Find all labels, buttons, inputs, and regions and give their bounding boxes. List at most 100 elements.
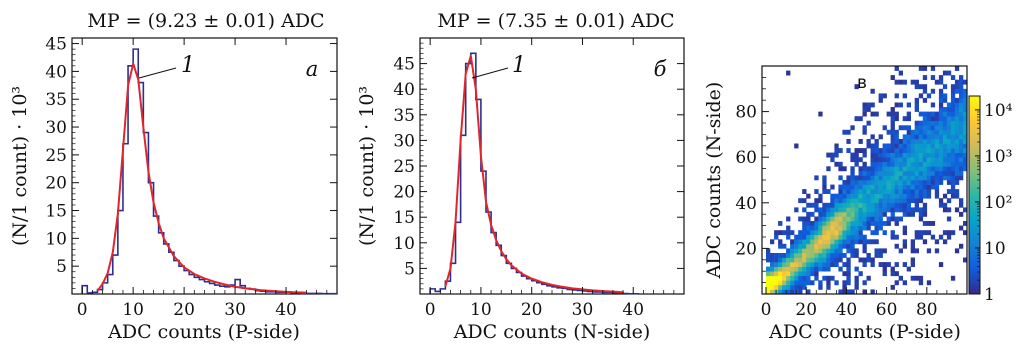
heatmap-cell (786, 216, 791, 222)
heatmap-cell (914, 102, 919, 108)
heatmap-cell (810, 211, 815, 217)
heatmap-cell (922, 202, 928, 208)
heatmap-cell (794, 248, 799, 254)
heatmap-cell (834, 193, 839, 199)
heatmap-cell (790, 262, 795, 267)
heatmap-cell (894, 139, 899, 144)
heatmap-cell (822, 216, 827, 222)
y-tick-label: 20 (45, 174, 67, 194)
heatmap-cell (778, 284, 783, 290)
heatmap-cell (946, 234, 952, 240)
heatmap-cell (794, 275, 799, 281)
heatmap-cell (826, 239, 831, 245)
heatmap-cell (834, 221, 839, 226)
heatmap-cell (926, 93, 932, 99)
heatmap-cell (882, 221, 887, 226)
heatmap-cell (810, 239, 815, 245)
heatmap-cell (914, 107, 919, 112)
heatmap-cell (830, 152, 835, 158)
x-tick-label: 60 (876, 300, 898, 320)
heatmap-cell (862, 211, 867, 217)
heatmap-cell (914, 161, 919, 167)
heatmap-cell (846, 148, 851, 153)
panel-a: MP = (9.23 ± 0.01) ADC 0 10 20 30 40 5 10 15 20 2… (9, 10, 338, 343)
heatmap-cell (838, 289, 843, 294)
heatmap-cell (814, 225, 819, 231)
heatmap-cell (802, 230, 807, 236)
heatmap-cell (874, 139, 879, 144)
heatmap-cell (930, 116, 936, 122)
heatmap-cell (830, 157, 835, 163)
heatmap-cell (818, 207, 823, 213)
heatmap-cell (822, 239, 827, 245)
heatmap-cell (854, 116, 859, 122)
heatmap-cell (834, 230, 839, 236)
heatmap-cell (818, 284, 823, 290)
heatmap-cell (810, 271, 815, 277)
heatmap-cell (886, 184, 891, 190)
heatmap-cell (878, 193, 883, 199)
heatmap-cell (774, 271, 779, 277)
heatmap-cell (814, 189, 819, 194)
panel-b-annotation-leader (471, 67, 509, 79)
heatmap-cell (934, 116, 940, 122)
heatmap-cell (963, 166, 967, 172)
heatmap-cell (770, 280, 775, 286)
heatmap-cell (890, 120, 895, 126)
heatmap-cell (918, 198, 924, 204)
heatmap-cell (814, 202, 819, 208)
heatmap-cell (882, 193, 887, 199)
heatmap-cell (806, 257, 811, 263)
heatmap-cell (894, 129, 899, 135)
heatmap-cell (830, 230, 835, 236)
heatmap-cell (858, 207, 863, 213)
panel-a-annotation-leader (138, 67, 177, 79)
heatmap-cell (854, 225, 859, 231)
panel-b-letter: б (654, 57, 667, 81)
heatmap-cell (870, 230, 875, 236)
colorbar-tick-label: 10³ (984, 147, 1012, 167)
heatmap-cell (838, 161, 843, 167)
heatmap-cell (942, 152, 948, 158)
heatmap-cell (874, 211, 879, 217)
heatmap-cell (914, 202, 919, 208)
heatmap-cell (954, 161, 960, 167)
y-tick-label: 80 (735, 103, 757, 123)
heatmap-cell (930, 129, 936, 135)
heatmap-cell (874, 239, 879, 245)
heatmap-cell (806, 271, 811, 277)
y-tick-label: 25 (45, 146, 67, 166)
heatmap-cell (818, 234, 823, 240)
heatmap-cell (882, 170, 887, 176)
heatmap-cell (798, 230, 803, 236)
heatmap-cell (794, 234, 799, 240)
heatmap-cell (802, 280, 807, 286)
heatmap-cell (902, 211, 907, 217)
heatmap-cell (846, 193, 851, 199)
heatmap-cell (942, 230, 948, 236)
heatmap-cell (934, 166, 940, 172)
heatmap-cell (926, 189, 932, 194)
heatmap-cell (898, 166, 903, 172)
heatmap-cell (954, 116, 960, 122)
heatmap-cell (963, 88, 967, 94)
heatmap-cell (882, 148, 887, 153)
heatmap-cell (934, 161, 940, 167)
heatmap-cell (926, 280, 932, 286)
heatmap-cell (910, 152, 915, 158)
heatmap-cell (802, 271, 807, 277)
heatmap-cell (918, 170, 924, 176)
heatmap-cell (834, 225, 839, 231)
y-tick-label: 45 (45, 35, 67, 55)
heatmap-cell (846, 139, 851, 144)
heatmap-cell (810, 234, 815, 240)
heatmap-cell (906, 143, 911, 149)
heatmap-cell (862, 262, 867, 267)
heatmap-cell (954, 125, 960, 131)
x-tick-label: 40 (622, 300, 644, 320)
heatmap-cell (858, 257, 863, 263)
heatmap-cell (802, 275, 807, 281)
heatmap-cell (959, 152, 964, 158)
panel-b-ticks: 0 10 20 30 40 5 10 15 20 25 30 35 40 45 (393, 38, 684, 320)
heatmap-cell (926, 248, 932, 254)
